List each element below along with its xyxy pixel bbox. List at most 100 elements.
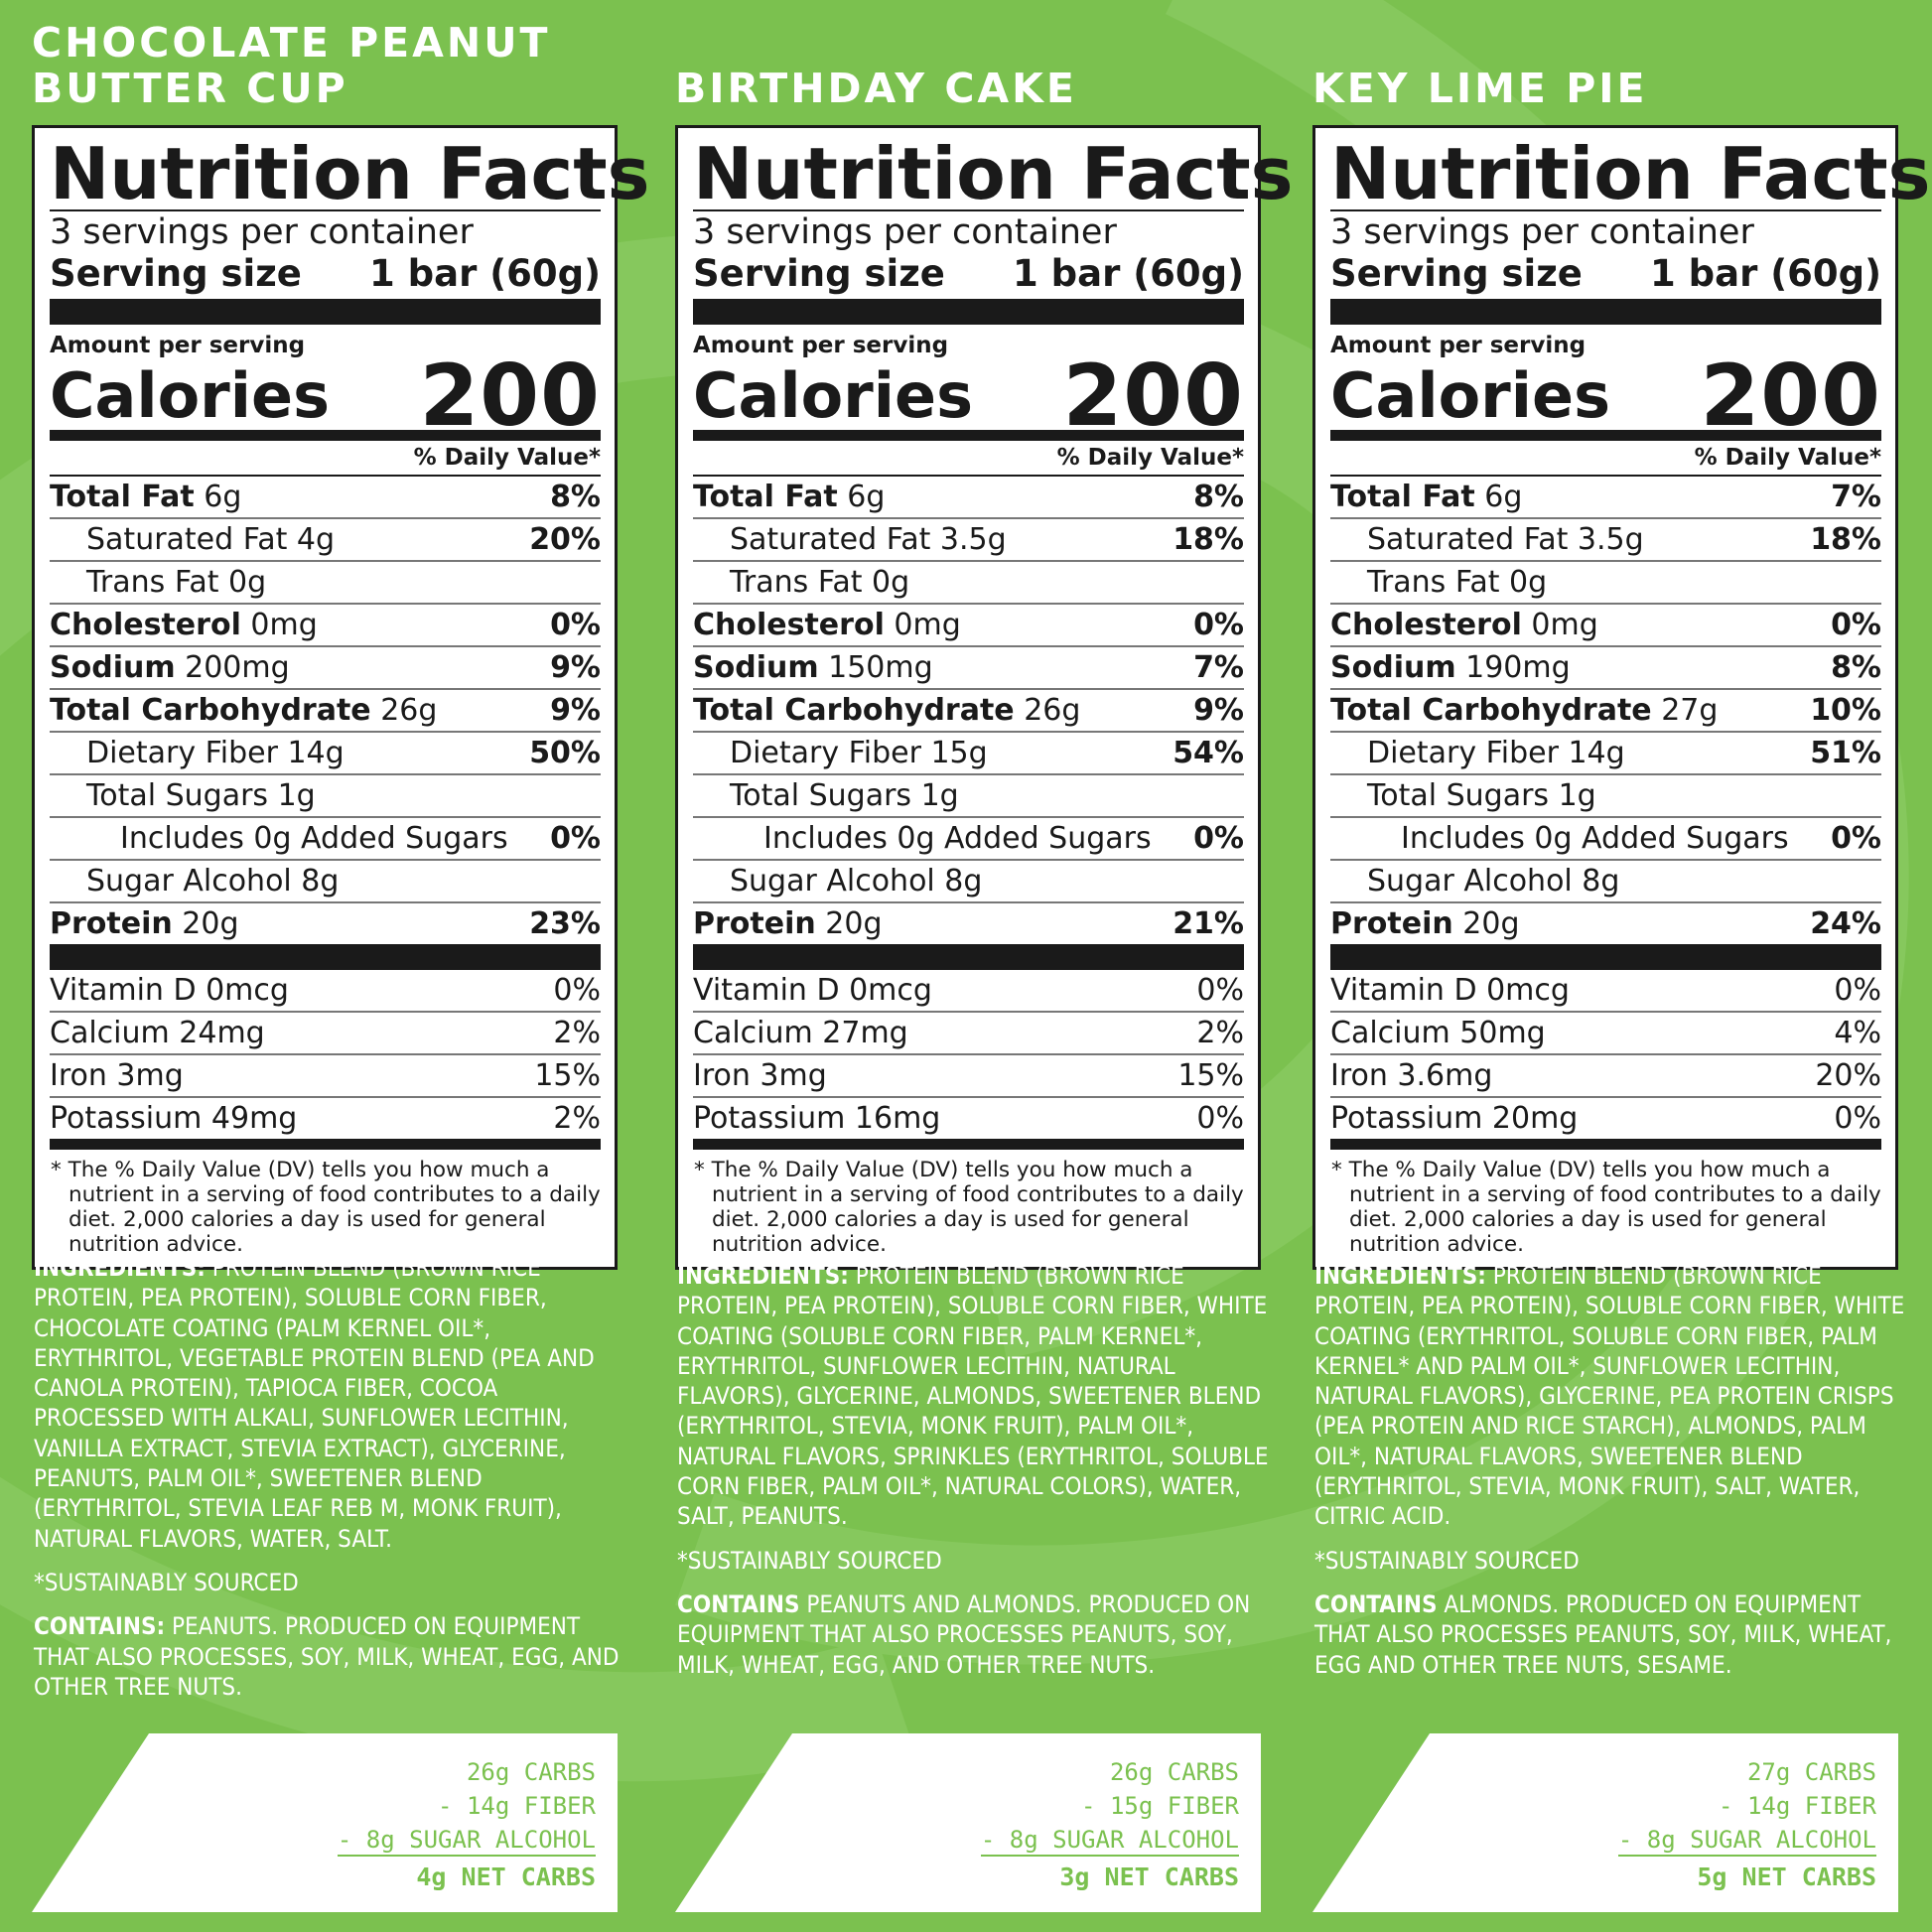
servings-per-container: 3 servings per container	[1330, 212, 1754, 252]
nutrient-name: Dietary Fiber	[730, 736, 921, 770]
nutrient-name: Protein	[50, 906, 173, 941]
nutrient-label: Includes 0g Added Sugars	[50, 818, 508, 859]
vitamin-row: Vitamin D 0mcg 0%	[693, 970, 1244, 1011]
vitamin-daily-value: 15%	[1177, 1058, 1244, 1093]
nutrient-daily-value: 7%	[1831, 480, 1881, 514]
ingredients-label: INGREDIENTS:	[34, 1254, 206, 1282]
vitamin-label: Calcium 50mg	[1330, 1016, 1546, 1050]
nutrient-daily-value: 50%	[529, 736, 601, 770]
nutrient-row: Total Fat 6g 8%	[50, 475, 601, 517]
ingredients-block: INGREDIENTS: PROTEIN BLEND (BROWN RICE P…	[677, 1261, 1273, 1694]
nutrient-daily-value: 8%	[1831, 650, 1881, 685]
ingredients-list: PROTEIN BLEND (BROWN RICE PROTEIN, PEA P…	[34, 1254, 595, 1553]
nutrient-row: Sodium 150mg 7%	[693, 645, 1244, 688]
flavor-name: BIRTHDAY CAKE	[675, 65, 1077, 112]
nutrient-row: Protein 20g 21%	[693, 901, 1244, 944]
nutrient-name: Cholesterol	[50, 608, 241, 642]
nutrient-name: Sodium	[1330, 650, 1456, 685]
nutrient-label: Total Carbohydrate 26g	[693, 690, 1080, 731]
vitamin-daily-value: 4%	[1834, 1016, 1881, 1050]
nutrient-amount: 6g	[194, 480, 242, 514]
nutrient-daily-value: 0%	[550, 821, 601, 856]
net-carbs-result: 3g NET CARBS	[1059, 1863, 1239, 1891]
nutrient-amount: 6g	[837, 480, 886, 514]
nutrient-row: Protein 20g 23%	[50, 901, 601, 944]
serving-size-label: Serving size	[693, 252, 945, 295]
nutrient-row: Dietary Fiber 14g 51%	[1330, 731, 1881, 773]
nutrient-name: Trans Fat	[1367, 565, 1500, 600]
nutrient-daily-value: 10%	[1810, 693, 1881, 728]
nutrient-row: Includes 0g Added Sugars 0%	[50, 816, 601, 859]
nutrient-daily-value: 9%	[1193, 693, 1244, 728]
net-carbs-fiber: - 14g FIBER	[438, 1792, 596, 1820]
nutrient-name: Includes 0g Added Sugars	[120, 821, 508, 856]
nutrient-label: Protein 20g	[693, 903, 883, 944]
nutrient-daily-value: 0%	[1831, 608, 1881, 642]
nutrient-amount: 0mg	[884, 608, 961, 642]
nutrient-amount: 26g	[1014, 693, 1081, 728]
nutrient-name: Total Sugars	[730, 778, 912, 813]
nutrient-label: Sodium 150mg	[693, 647, 933, 688]
nutrient-label: Includes 0g Added Sugars	[693, 818, 1152, 859]
nutrient-amount: 150mg	[818, 650, 933, 685]
nutrient-row: Total Carbohydrate 27g 10%	[1330, 688, 1881, 731]
vitamin-daily-value: 15%	[534, 1058, 601, 1093]
amount-per-serving: Amount per serving	[50, 333, 306, 358]
nutrition-facts-title: Nutrition Facts	[693, 132, 1294, 215]
vitamin-label: Potassium 49mg	[50, 1101, 298, 1136]
nutrient-amount: 6g	[1474, 480, 1523, 514]
nutrient-row: Trans Fat 0g	[1330, 560, 1881, 603]
nutrient-list: Total Fat 6g 8% Saturated Fat 4g 20% Trans F…	[50, 475, 601, 944]
net-carbs-calc: 27g CARBS - 14g FIBER - 8g SUGAR ALCOHOL…	[1617, 1755, 1876, 1894]
contains-label: CONTAINS:	[34, 1612, 166, 1641]
nutrient-name: Sodium	[693, 650, 819, 685]
serving-size-row: Serving size 1 bar (60g)	[50, 253, 601, 295]
vitamin-list: Vitamin D 0mcg 0% Calcium 50mg 4% Iron 3.6mg…	[1330, 970, 1881, 1139]
contains-list: PEANUTS. PRODUCED ON EQUIPMENT THAT ALSO…	[34, 1612, 620, 1701]
nutrient-name: Total Carbohydrate	[693, 693, 1015, 728]
nutrient-amount: 14g	[1558, 736, 1625, 770]
calories-label: Calories	[50, 359, 330, 432]
serving-size-value: 1 bar (60g)	[1012, 252, 1244, 295]
nutrient-amount: 14g	[277, 736, 345, 770]
nutrient-daily-value: 7%	[1193, 650, 1244, 685]
nutrient-row: Sugar Alcohol 8g	[693, 859, 1244, 901]
nutrient-label: Saturated Fat 3.5g	[693, 519, 1007, 560]
nutrient-daily-value: 0%	[1193, 821, 1244, 856]
nutrient-label: Trans Fat 0g	[1330, 562, 1547, 603]
calories-value: 200	[1700, 346, 1881, 446]
nutrient-label: Dietary Fiber 15g	[693, 733, 988, 773]
nutrient-daily-value: 20%	[529, 522, 601, 557]
vitamin-label: Iron 3mg	[50, 1058, 184, 1093]
net-carbs-shape	[1312, 1733, 1898, 1912]
nutrient-name: Protein	[693, 906, 816, 941]
vitamin-daily-value: 0%	[553, 973, 601, 1008]
nutrient-row: Dietary Fiber 15g 54%	[693, 731, 1244, 773]
nutrient-row: Total Sugars 1g	[50, 773, 601, 816]
nutrient-amount: 8g	[291, 864, 340, 898]
nutrient-list: Total Fat 6g 8% Saturated Fat 3.5g 18% Trans…	[693, 475, 1244, 944]
net-carbs-sugar-alcohol: - 8g SUGAR ALCOHOL	[1617, 1825, 1876, 1857]
nutrient-name: Dietary Fiber	[1367, 736, 1559, 770]
nutrient-name: Sodium	[50, 650, 176, 685]
serving-size-value: 1 bar (60g)	[1649, 252, 1881, 295]
nutrient-amount: 8g	[934, 864, 983, 898]
nutrient-name: Total Sugars	[1367, 778, 1550, 813]
nutrient-row: Protein 20g 24%	[1330, 901, 1881, 944]
nutrient-daily-value: 18%	[1173, 522, 1244, 557]
ingredients-block: INGREDIENTS: PROTEIN BLEND (BROWN RICE P…	[34, 1253, 629, 1716]
nutrient-name: Cholesterol	[1330, 608, 1522, 642]
nutrient-daily-value: 0%	[550, 608, 601, 642]
nutrient-amount: 0g	[218, 565, 267, 600]
nutrient-amount: 0g	[1499, 565, 1548, 600]
nutrient-label: Includes 0g Added Sugars	[1330, 818, 1789, 859]
calories-row: Calories 200	[50, 353, 601, 439]
vitamin-row: Calcium 27mg 2%	[693, 1011, 1244, 1053]
nutrient-amount: 1g	[1549, 778, 1596, 813]
serving-size-label: Serving size	[1330, 252, 1583, 295]
vitamin-label: Calcium 24mg	[50, 1016, 265, 1050]
serving-size-label: Serving size	[50, 252, 302, 295]
nutrient-row: Dietary Fiber 14g 50%	[50, 731, 601, 773]
vitamin-daily-value: 0%	[1196, 1101, 1244, 1136]
daily-value-header: % Daily Value*	[413, 445, 601, 471]
